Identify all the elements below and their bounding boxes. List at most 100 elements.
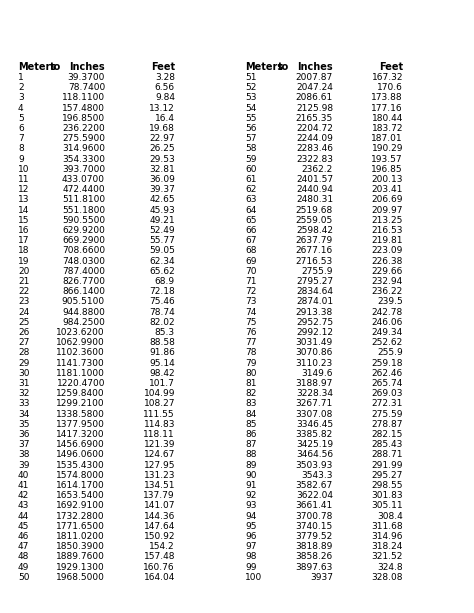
Text: 2007.87: 2007.87	[296, 73, 333, 82]
Text: 223.09: 223.09	[372, 246, 403, 256]
Text: 164.04: 164.04	[144, 573, 175, 582]
Text: 2992.12: 2992.12	[296, 328, 333, 337]
Text: 96: 96	[245, 532, 256, 541]
Text: Inches: Inches	[297, 62, 333, 72]
Text: 1062.9900: 1062.9900	[56, 338, 105, 347]
Text: 70: 70	[245, 267, 256, 276]
Text: 1456.6900: 1456.6900	[56, 440, 105, 449]
Text: 26.25: 26.25	[149, 145, 175, 153]
Text: 22.97: 22.97	[149, 134, 175, 143]
Text: to: to	[50, 62, 61, 72]
Text: 551.1800: 551.1800	[62, 205, 105, 215]
Text: 79: 79	[245, 359, 256, 368]
Text: 200.13: 200.13	[372, 175, 403, 184]
Text: 81: 81	[245, 379, 256, 388]
Text: 41: 41	[18, 481, 29, 490]
Text: 3622.04: 3622.04	[296, 491, 333, 500]
Text: 1535.4300: 1535.4300	[56, 460, 105, 470]
Text: Feet: Feet	[379, 62, 403, 72]
Text: 48: 48	[18, 552, 29, 562]
Text: 44: 44	[18, 512, 29, 520]
Text: 3346.45: 3346.45	[296, 420, 333, 429]
Text: 2677.16: 2677.16	[296, 246, 333, 256]
Text: 88: 88	[245, 451, 256, 459]
Text: 13.12: 13.12	[149, 104, 175, 113]
Text: 9.84: 9.84	[155, 93, 175, 102]
Text: 1220.4700: 1220.4700	[56, 379, 105, 388]
Text: 31: 31	[18, 379, 29, 388]
Text: 1377.9500: 1377.9500	[56, 420, 105, 429]
Text: 3858.26: 3858.26	[296, 552, 333, 562]
Text: 183.72: 183.72	[372, 124, 403, 133]
Text: 3.28: 3.28	[155, 73, 175, 82]
Text: 9: 9	[18, 154, 24, 164]
Text: 88.58: 88.58	[149, 338, 175, 347]
Text: 74: 74	[245, 308, 256, 316]
Text: 10: 10	[18, 165, 29, 174]
Text: 2874.01: 2874.01	[296, 297, 333, 306]
Text: 14: 14	[18, 205, 29, 215]
Text: 3464.56: 3464.56	[296, 451, 333, 459]
Text: 216.53: 216.53	[372, 226, 403, 235]
Text: 252.62: 252.62	[372, 338, 403, 347]
Text: 32.81: 32.81	[149, 165, 175, 174]
Text: 984.2500: 984.2500	[62, 318, 105, 327]
Text: 91: 91	[245, 481, 256, 490]
Text: 196.85: 196.85	[371, 165, 403, 174]
Text: 147.64: 147.64	[144, 522, 175, 531]
Text: 944.8800: 944.8800	[62, 308, 105, 316]
Text: 17: 17	[18, 236, 29, 245]
Text: 433.0700: 433.0700	[62, 175, 105, 184]
Text: 134.51: 134.51	[144, 481, 175, 490]
Text: 393.7000: 393.7000	[62, 165, 105, 174]
Text: 85.3: 85.3	[155, 328, 175, 337]
Text: 298.55: 298.55	[372, 481, 403, 490]
Text: 61: 61	[245, 175, 256, 184]
Text: 46: 46	[18, 532, 29, 541]
Text: 196.8500: 196.8500	[62, 114, 105, 123]
Text: 54: 54	[245, 104, 256, 113]
Text: 239.5: 239.5	[377, 297, 403, 306]
Text: 98.42: 98.42	[149, 369, 175, 378]
Text: 50: 50	[18, 573, 29, 582]
Text: 1968.5000: 1968.5000	[56, 573, 105, 582]
Text: 229.66: 229.66	[372, 267, 403, 276]
Text: 170.6: 170.6	[377, 83, 403, 92]
Text: 43: 43	[18, 501, 29, 511]
Text: 32: 32	[18, 389, 29, 398]
Text: 288.71: 288.71	[372, 451, 403, 459]
Text: 94: 94	[245, 512, 256, 520]
Text: 1141.7300: 1141.7300	[56, 359, 105, 368]
Text: 4: 4	[18, 104, 24, 113]
Text: 49: 49	[18, 563, 29, 571]
Text: 3267.71: 3267.71	[296, 400, 333, 408]
Text: 56: 56	[245, 124, 256, 133]
Text: 255.9: 255.9	[377, 348, 403, 357]
Text: 177.16: 177.16	[371, 104, 403, 113]
Text: 24: 24	[18, 308, 29, 316]
Text: 3031.49: 3031.49	[296, 338, 333, 347]
Text: 36.09: 36.09	[149, 175, 175, 184]
Text: 308.4: 308.4	[377, 512, 403, 520]
Text: 3228.34: 3228.34	[296, 389, 333, 398]
Text: 19.68: 19.68	[149, 124, 175, 133]
Text: 1496.0600: 1496.0600	[56, 451, 105, 459]
Text: 236.2200: 236.2200	[62, 124, 105, 133]
Text: 242.78: 242.78	[372, 308, 403, 316]
Text: 39.3700: 39.3700	[68, 73, 105, 82]
Text: 669.2900: 669.2900	[62, 236, 105, 245]
Text: 1181.1000: 1181.1000	[56, 369, 105, 378]
Text: 866.1400: 866.1400	[62, 287, 105, 296]
Text: 90: 90	[245, 471, 256, 480]
Text: 1653.5400: 1653.5400	[56, 491, 105, 500]
Text: 3070.86: 3070.86	[296, 348, 333, 357]
Text: 3740.15: 3740.15	[296, 522, 333, 531]
Text: 3543.3: 3543.3	[301, 471, 333, 480]
Text: 272.31: 272.31	[372, 400, 403, 408]
Text: 65: 65	[245, 216, 256, 225]
Text: 62: 62	[245, 185, 256, 194]
Text: 1417.3200: 1417.3200	[56, 430, 105, 439]
Text: 66: 66	[245, 226, 256, 235]
Text: 26: 26	[18, 328, 29, 337]
Text: 86: 86	[245, 430, 256, 439]
